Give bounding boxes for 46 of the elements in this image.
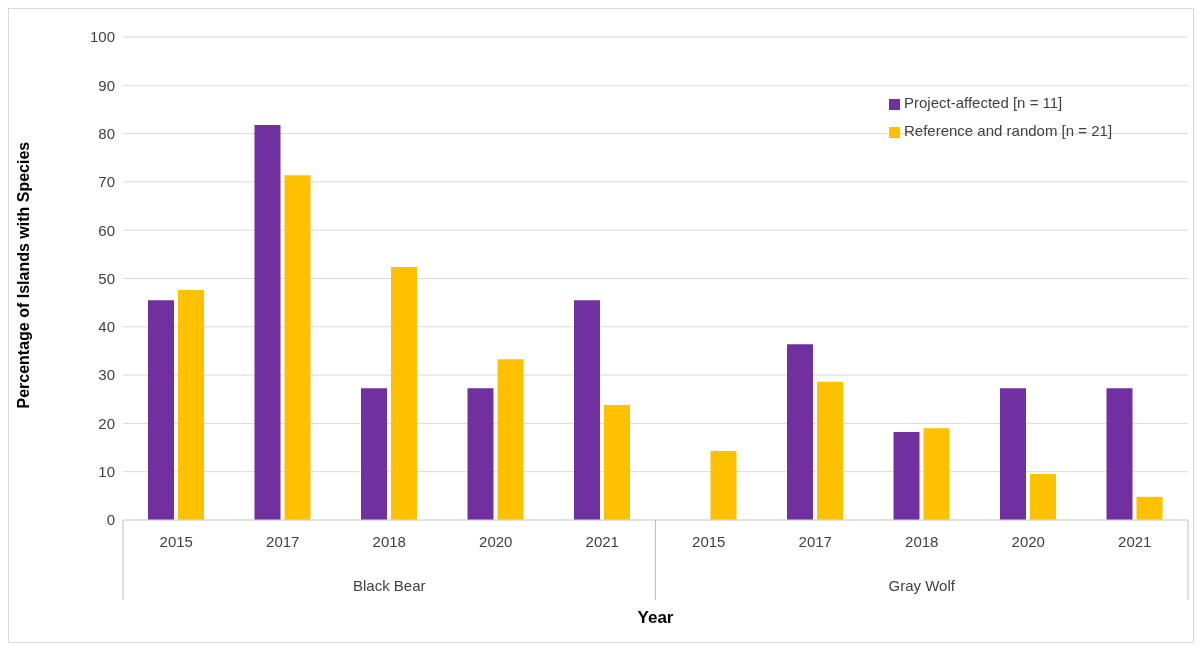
bar xyxy=(817,381,843,520)
x-tick-label: 2017 xyxy=(798,532,832,550)
x-tick-label: 2020 xyxy=(1011,532,1045,550)
y-tick-label: 80 xyxy=(98,124,115,142)
bar xyxy=(923,428,950,520)
y-tick-label: 10 xyxy=(98,463,115,481)
x-tick-label: 2015 xyxy=(159,532,193,550)
bar xyxy=(1000,388,1026,520)
y-tick-label: 20 xyxy=(98,414,115,432)
y-axis-title: Percentage of Islands with Species xyxy=(14,141,32,409)
bar xyxy=(604,405,630,520)
bar xyxy=(467,388,494,520)
y-tick-label: 90 xyxy=(98,76,115,94)
bar xyxy=(1030,474,1056,520)
y-tick-label: 100 xyxy=(89,28,115,46)
bar xyxy=(710,450,737,520)
bar xyxy=(1136,496,1163,520)
x-tick-label: 2021 xyxy=(585,532,619,550)
bar xyxy=(361,388,387,520)
x-tick-label: 2018 xyxy=(905,532,939,550)
bar xyxy=(787,344,813,520)
y-tick-label: 70 xyxy=(98,173,115,191)
x-tick-label: 2021 xyxy=(1118,532,1152,550)
text: Gray Wolf xyxy=(887,577,956,594)
bar xyxy=(284,175,311,520)
bar xyxy=(497,359,524,520)
x-tick-label: 2017 xyxy=(266,532,300,550)
bar xyxy=(574,300,600,520)
legend-label: Reference and random [n = 21] xyxy=(904,122,1113,139)
x-tick-label: 2015 xyxy=(692,532,726,550)
bar xyxy=(1106,388,1133,520)
bar xyxy=(391,266,417,520)
bar xyxy=(148,300,174,520)
bar xyxy=(254,124,281,520)
y-tick-label: 0 xyxy=(106,511,115,529)
y-tick-label: 50 xyxy=(98,269,115,287)
x-axis-title: Year xyxy=(636,608,675,628)
x-tick-label: 2018 xyxy=(372,532,406,550)
x-tick-label: 2020 xyxy=(479,532,513,550)
y-tick-label: 60 xyxy=(98,221,115,239)
bar xyxy=(893,432,920,520)
bar xyxy=(178,290,204,520)
legend-label: Project-affected [n = 11] xyxy=(904,94,1063,111)
y-tick-label: 40 xyxy=(98,318,115,336)
text: Black Bear xyxy=(351,577,427,594)
y-tick-label: 30 xyxy=(98,366,115,384)
